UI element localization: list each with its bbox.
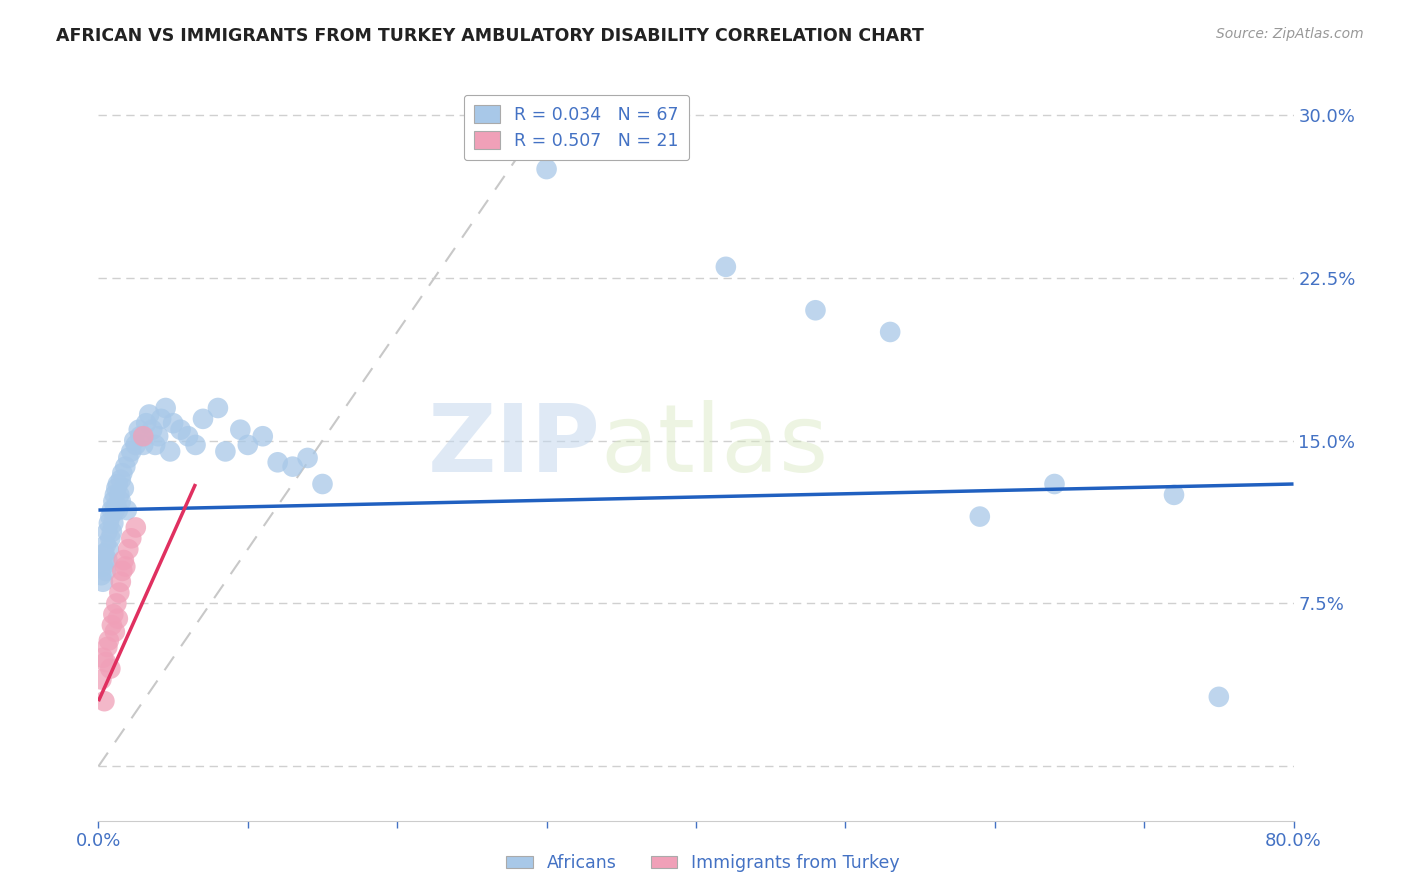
Point [101,503,124,517]
Point [91,650,114,665]
Point [110,574,132,589]
Point [96,553,118,567]
Point [105,499,128,513]
Point [98,662,122,676]
Point [98,531,122,545]
Point [107,503,129,517]
Point [114,559,136,574]
Point [143,438,166,452]
Point [117,542,139,557]
Point [108,488,131,502]
Point [94,655,117,669]
Point [252,429,274,443]
Point [311,477,333,491]
Text: AFRICAN VS IMMIGRANTS FROM TURKEY AMBULATORY DISABILITY CORRELATION CHART: AFRICAN VS IMMIGRANTS FROM TURKEY AMBULA… [56,27,924,45]
Point [125,520,148,534]
Point [96,524,118,539]
Point [177,429,200,443]
Point [103,494,125,508]
Point [103,607,125,622]
Point [90,568,112,582]
Point [93,553,115,567]
Point [155,401,177,415]
Point [97,542,120,557]
Point [804,303,827,318]
Point [132,438,155,452]
Point [110,494,132,508]
Point [162,416,184,430]
Text: atlas: atlas [600,400,828,492]
Point [125,438,148,452]
Point [97,633,120,648]
Point [141,423,163,437]
Point [138,408,160,422]
Point [229,423,252,437]
Point [104,624,127,639]
Point [96,640,118,654]
Point [111,564,134,578]
Point [115,503,138,517]
Point [93,694,115,708]
Point [94,538,117,552]
Legend: R = 0.034   N = 67, R = 0.507   N = 21: R = 0.034 N = 67, R = 0.507 N = 21 [464,95,689,161]
Point [129,429,152,443]
Point [101,618,124,632]
Point [1043,477,1066,491]
Point [281,459,304,474]
Point [159,444,181,458]
Text: Source: ZipAtlas.com: Source: ZipAtlas.com [1216,27,1364,41]
Point [112,481,135,495]
Point [107,612,129,626]
Point [879,325,901,339]
Point [267,455,290,469]
Point [1163,488,1185,502]
Point [124,434,146,448]
Point [135,416,157,430]
Point [105,481,128,495]
Point [969,509,991,524]
Point [103,516,125,530]
Point [184,438,207,452]
Point [90,673,112,687]
Point [207,401,229,415]
Point [107,477,129,491]
Point [104,503,127,517]
Text: ZIP: ZIP [427,400,600,492]
Point [236,438,259,452]
Point [117,450,139,465]
Point [169,423,191,437]
Legend: Africans, Immigrants from Turkey: Africans, Immigrants from Turkey [499,847,907,879]
Point [297,450,319,465]
Point [91,559,114,574]
Point [536,162,558,177]
Point [105,597,128,611]
Point [148,429,170,443]
Point [111,466,134,480]
Point [128,423,150,437]
Point [97,516,120,530]
Point [114,459,136,474]
Point [98,509,122,524]
Point [132,429,155,443]
Point [150,412,173,426]
Point [104,488,127,502]
Point [94,564,117,578]
Point [101,524,124,539]
Point [112,553,135,567]
Point [91,574,114,589]
Point [191,412,214,426]
Point [110,473,132,487]
Point [120,444,142,458]
Point [1208,690,1230,704]
Point [108,585,131,599]
Point [214,444,236,458]
Point [714,260,737,274]
Point [120,531,142,545]
Point [93,547,115,561]
